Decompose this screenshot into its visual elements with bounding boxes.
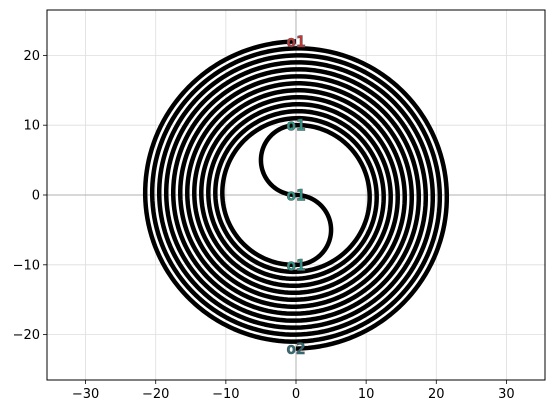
- x-tick-label: −20: [142, 387, 169, 402]
- x-tick-label: 10: [358, 387, 375, 402]
- x-tick-label: 30: [498, 387, 515, 402]
- point-label: o2: [286, 339, 305, 358]
- x-tick-label: −30: [72, 387, 99, 402]
- point-label: o1: [286, 32, 305, 51]
- spiral-curve: [142, 39, 450, 351]
- y-axis-ticks: −20 −10 0 10 20: [13, 49, 47, 343]
- y-tick-label: 20: [23, 49, 40, 64]
- point-label: o1: [286, 186, 305, 205]
- x-tick-label: 0: [292, 387, 300, 402]
- y-tick-label: −20: [13, 328, 40, 343]
- point-label: o1: [286, 255, 305, 274]
- x-tick-label: 20: [428, 387, 445, 402]
- y-tick-label: −10: [13, 258, 40, 273]
- spiral-lower-branch: [149, 46, 450, 351]
- x-axis-ticks: −30 −20 −10 0 10 20 30: [72, 380, 515, 402]
- spiral-upper-branch: [142, 39, 443, 344]
- y-tick-label: 10: [23, 119, 40, 134]
- point-labels: o1 o1 o1 o1 o2: [286, 32, 306, 359]
- point-label: o1: [286, 116, 305, 135]
- x-tick-label: −10: [212, 387, 239, 402]
- y-tick-label: 0: [32, 189, 40, 204]
